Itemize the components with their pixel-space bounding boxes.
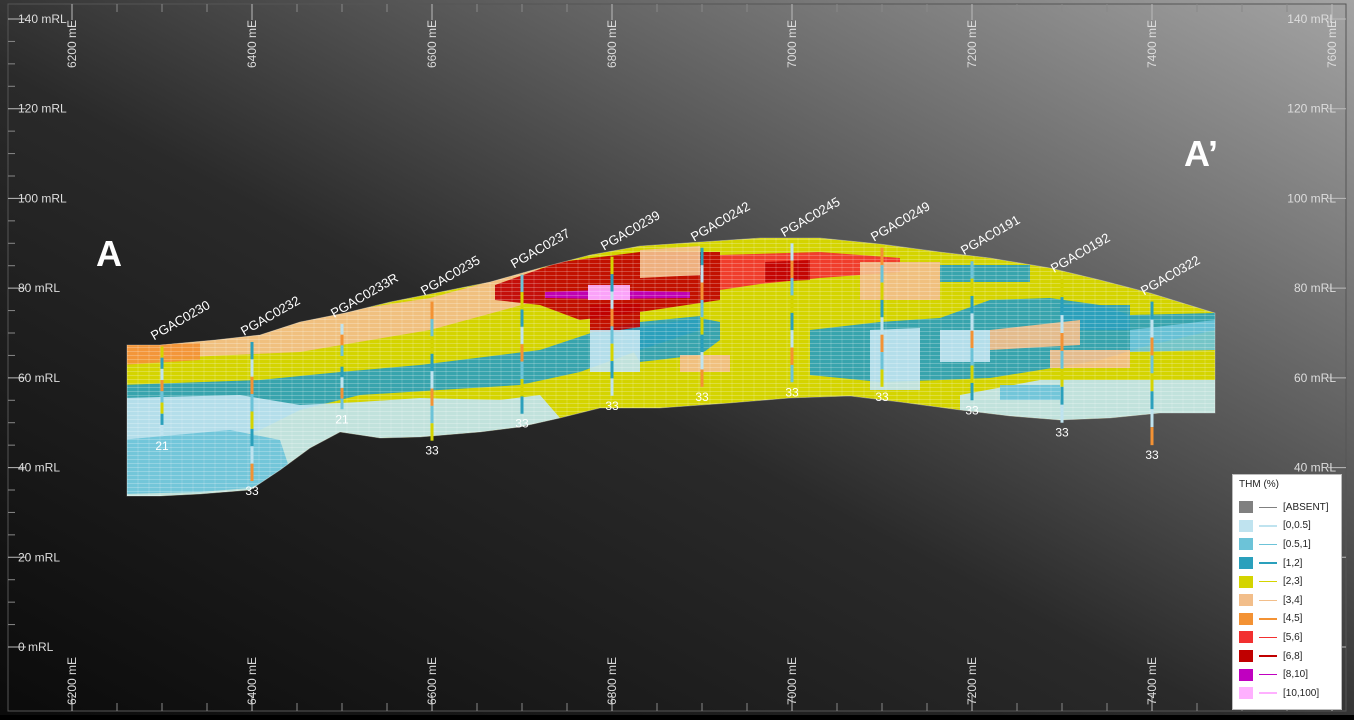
legend-swatch xyxy=(1239,650,1253,663)
drillhole-depth-label: 33 xyxy=(1055,426,1069,440)
x-tick-label-bottom: 7200 mE xyxy=(965,657,979,705)
legend-label: [4,5] xyxy=(1283,613,1303,625)
legend-line xyxy=(1259,618,1277,620)
legend-line xyxy=(1259,562,1277,564)
x-tick-label-bottom: 6600 mE xyxy=(425,657,439,705)
section-end-label: A’ xyxy=(1184,133,1219,174)
x-tick-label-top: 6600 mE xyxy=(425,20,439,68)
legend-item: [3,4] xyxy=(1239,591,1335,610)
legend-item: [8,10] xyxy=(1239,665,1335,684)
section-start-label: A xyxy=(96,233,122,274)
y-tick-label-left: 20 mRL xyxy=(18,550,60,564)
section-outline xyxy=(126,237,1216,497)
legend-item: [0.5,1] xyxy=(1239,535,1335,554)
legend-label: [0,0.5] xyxy=(1283,520,1311,532)
drillhole-depth-label: 33 xyxy=(875,390,889,404)
y-tick-label-right: 100 mRL xyxy=(1287,191,1336,205)
x-tick-label-top: 7200 mE xyxy=(965,20,979,68)
x-tick-label-bottom: 6800 mE xyxy=(605,657,619,705)
legend-label: [2,3] xyxy=(1283,576,1303,588)
legend-swatch xyxy=(1239,575,1253,588)
legend-line xyxy=(1259,580,1277,583)
legend-item: [10,100] xyxy=(1239,684,1335,703)
legend-label: [ABSENT] xyxy=(1283,501,1329,513)
legend-label: [10,100] xyxy=(1283,687,1320,699)
drillhole-depth-label: 33 xyxy=(245,484,259,498)
x-tick-label-bottom: 6400 mE xyxy=(245,657,259,705)
drillhole-depth-label: 33 xyxy=(1145,448,1159,462)
legend-line xyxy=(1259,655,1277,657)
x-tick-label-top: 7000 mE xyxy=(785,20,799,68)
legend-label: [3,4] xyxy=(1283,594,1303,606)
drillhole-depth-label: 33 xyxy=(515,417,529,431)
x-tick-label-bottom: 7000 mE xyxy=(785,657,799,705)
legend-label: [0.5,1] xyxy=(1283,538,1311,550)
legend-item: [6,8] xyxy=(1239,647,1335,666)
legend-line xyxy=(1259,692,1277,694)
drillhole-depth-label: 21 xyxy=(335,412,349,426)
legend-item: [1,2] xyxy=(1239,554,1335,573)
legend-item: [2,3] xyxy=(1239,572,1335,591)
legend-line xyxy=(1259,525,1277,527)
y-tick-label-left: 140 mRL xyxy=(18,12,67,26)
drillhole-depth-label: 33 xyxy=(965,403,979,417)
legend-line xyxy=(1259,543,1277,546)
drillhole-depth-label: 21 xyxy=(155,439,169,453)
legend-swatch xyxy=(1239,557,1253,570)
thm-legend: THM (%) [ABSENT] [0,0.5] [0.5,1] [1,2] [2,3]… xyxy=(1232,474,1342,710)
legend-swatch xyxy=(1239,668,1253,681)
drillhole-depth-label: 33 xyxy=(785,385,799,399)
drillhole-depth-label: 33 xyxy=(695,390,709,404)
legend-item: [4,5] xyxy=(1239,610,1335,629)
legend-label: [5,6] xyxy=(1283,631,1303,643)
y-tick-label-right: 60 mRL xyxy=(1294,371,1336,385)
legend-label: [6,8] xyxy=(1283,650,1303,662)
legend-swatch xyxy=(1239,501,1253,514)
legend-swatch xyxy=(1239,612,1253,625)
legend-line xyxy=(1259,506,1277,509)
y-tick-label-left: 40 mRL xyxy=(18,461,60,475)
y-tick-label-right: 120 mRL xyxy=(1287,102,1336,116)
x-tick-label-top: 7400 mE xyxy=(1145,20,1159,68)
y-tick-label-left: 80 mRL xyxy=(18,281,60,295)
y-tick-label-right: 140 mRL xyxy=(1287,12,1336,26)
x-tick-label-bottom: 7400 mE xyxy=(1145,657,1159,705)
legend-swatch xyxy=(1239,519,1253,532)
x-tick-label-bottom: 6200 mE xyxy=(65,657,79,705)
legend-line xyxy=(1259,636,1277,639)
x-tick-label-top: 6400 mE xyxy=(245,20,259,68)
y-tick-label-right: 80 mRL xyxy=(1294,281,1336,295)
legend-item: [5,6] xyxy=(1239,628,1335,647)
legend-swatch xyxy=(1239,594,1253,607)
drillhole-depth-label: 33 xyxy=(425,444,439,458)
y-tick-label-left: 60 mRL xyxy=(18,371,60,385)
x-tick-label-top: 6200 mE xyxy=(65,20,79,68)
legend-title: THM (%) xyxy=(1239,479,1279,490)
legend-swatch xyxy=(1239,538,1253,551)
legend-item: [0,0.5] xyxy=(1239,517,1335,536)
legend-swatch xyxy=(1239,631,1253,644)
plot-frame xyxy=(7,3,1347,712)
y-tick-label-left: 0 mRL xyxy=(18,640,54,654)
x-tick-label-top: 6800 mE xyxy=(605,20,619,68)
drillhole-depth-label: 33 xyxy=(605,399,619,413)
legend-line xyxy=(1259,599,1277,602)
y-tick-label-right: 40 mRL xyxy=(1294,461,1336,475)
x-tick-label-top: 7600 mE xyxy=(1325,20,1339,68)
legend-label: [1,2] xyxy=(1283,557,1303,569)
legend-swatch xyxy=(1239,687,1253,700)
legend-label: [8,10] xyxy=(1283,669,1309,681)
y-tick-label-left: 100 mRL xyxy=(18,191,67,205)
legend-item: [ABSENT] xyxy=(1239,498,1335,517)
legend-line xyxy=(1259,673,1277,676)
y-tick-label-left: 120 mRL xyxy=(18,102,67,116)
